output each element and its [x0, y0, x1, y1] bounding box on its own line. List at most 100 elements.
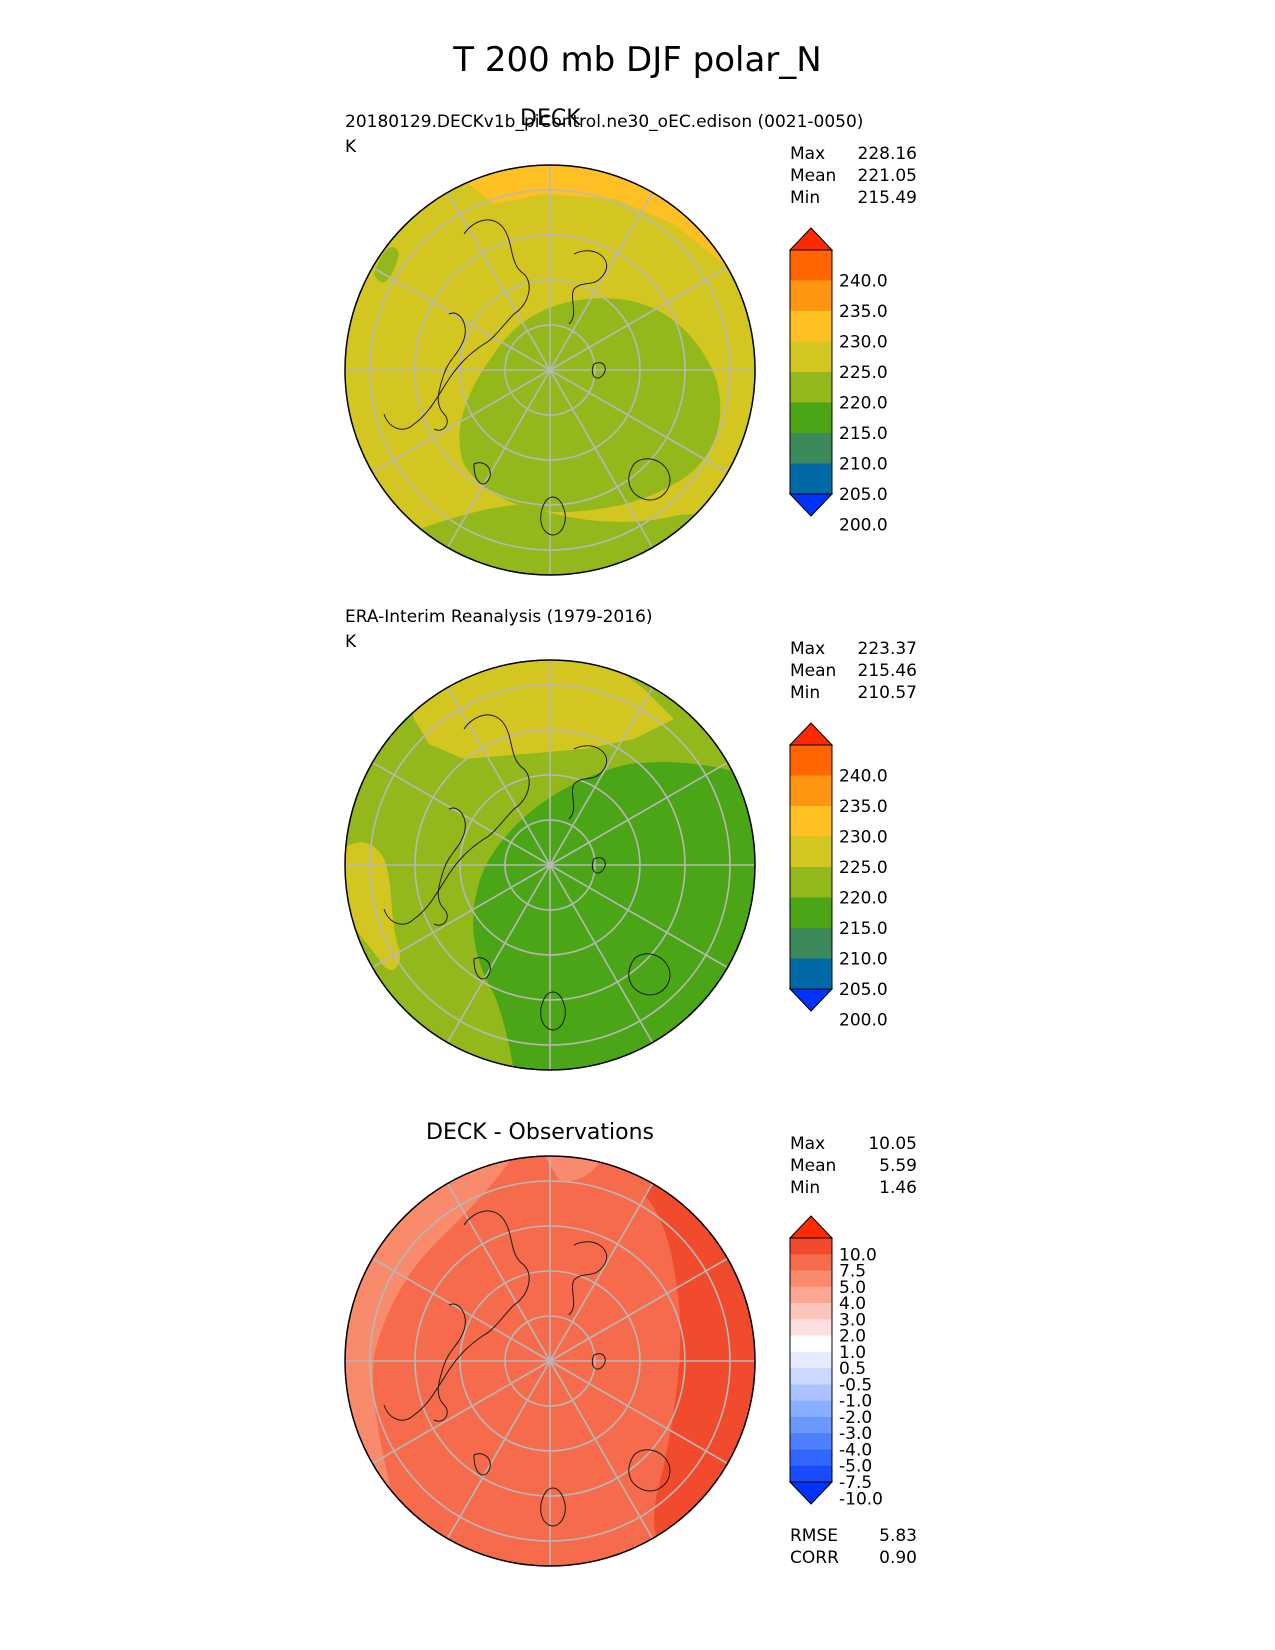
stat-min-value: 1.46	[879, 1178, 917, 1198]
colorbar-segment	[790, 1384, 832, 1402]
colorbar-segment	[790, 836, 832, 868]
colorbar-tick-label: 4.0	[839, 1294, 866, 1314]
stat-mean-value: 215.46	[857, 661, 917, 681]
colorbar-segment	[790, 928, 832, 959]
stat-max-value: 228.16	[857, 144, 917, 164]
colorbar-tick-label: -10.0	[839, 1489, 883, 1509]
colorbar-extend-max	[788, 227, 834, 251]
panel2-polar-map	[344, 659, 756, 1071]
colorbar-segment	[790, 1270, 832, 1288]
colorbar-tick-label: 220.0	[839, 889, 888, 909]
colorbar-segment	[790, 1286, 832, 1304]
field-215-220-west	[374, 246, 399, 283]
colorbar-segment	[790, 1319, 832, 1337]
colorbar-segment	[790, 1416, 832, 1434]
stat-mean-label: Mean	[790, 166, 837, 186]
colorbar-tick-label: 230.0	[839, 333, 888, 353]
field-210-215	[473, 762, 755, 1070]
panel3-title: DECK - Observations	[426, 1120, 654, 1145]
colorbar-tick-label: -1.0	[839, 1392, 872, 1412]
colorbar-tick-label: 200.0	[839, 516, 888, 536]
map-boundary	[344, 164, 756, 576]
colorbar-tick-label: -2.0	[839, 1408, 872, 1428]
colorbar-tick-label: 215.0	[839, 424, 888, 444]
colorbar-segment	[790, 1254, 832, 1272]
field-3-4-west	[345, 1156, 514, 1566]
corr-value: 0.90	[879, 1548, 917, 1568]
colorbar-tick-label: 240.0	[839, 272, 888, 292]
colorbar-segment	[790, 867, 832, 898]
stat-max-label: Max	[790, 639, 826, 659]
coastlines	[383, 219, 671, 536]
colorbar-tick-label: 240.0	[839, 767, 888, 787]
colorbar-tick-label: 225.0	[839, 858, 888, 878]
colorbar-segment	[790, 1433, 832, 1450]
colorbar-tick-label: 3.0	[839, 1310, 866, 1330]
stat-min-label: Min	[790, 1178, 821, 1198]
panel2-units: K	[345, 632, 357, 652]
coastlines	[383, 714, 671, 1031]
colorbar-outline	[789, 744, 833, 990]
colorbar-segment	[790, 745, 832, 776]
colorbar-segment	[790, 280, 832, 312]
colorbar-tick-label: 225.0	[839, 363, 888, 383]
field-215-220	[459, 298, 721, 513]
panel2-colorbar: 240.0 235.0 230.0 225.0 220.0 215.0 210.0 205.0…	[788, 722, 888, 1031]
colorbar-extend-max	[788, 1215, 834, 1239]
panel3-polar-map	[344, 1155, 756, 1567]
colorbar-segment	[790, 250, 832, 281]
stat-min-label: Min	[790, 683, 821, 703]
panel1-polar-map	[344, 164, 756, 576]
panel1-stats: Max 228.16 Mean 221.05 Min 215.49	[790, 143, 917, 209]
map-boundary	[344, 659, 756, 1071]
stat-mean-value: 221.05	[857, 166, 917, 186]
colorbar-tick-label: 200.0	[839, 1011, 888, 1031]
stat-max-label: Max	[790, 1134, 826, 1154]
panel1-subtitle: 20180129.DECKv1b_piControl.ne30_oEC.edis…	[345, 112, 864, 132]
colorbar-segment	[790, 1351, 832, 1369]
colorbar-tick-label: 220.0	[839, 394, 888, 414]
colorbar-segment	[790, 775, 832, 807]
colorbar-segment	[790, 1449, 832, 1467]
colorbar-tick-label: -3.0	[839, 1424, 872, 1444]
colorbar-extend-min	[788, 493, 834, 517]
colorbar-tick-label: 210.0	[839, 455, 888, 475]
field-220-225-north	[404, 660, 674, 759]
colorbar-tick-label: 1.0	[839, 1343, 866, 1363]
stat-max-label: Max	[790, 144, 826, 164]
colorbar-segment	[790, 1335, 832, 1353]
rmse-label: RMSE	[790, 1526, 839, 1546]
colorbar-segment	[790, 311, 832, 342]
colorbar-extend-min	[788, 988, 834, 1012]
panel3-stats: Max 10.05 Mean 5.59 Min 1.46	[790, 1133, 917, 1199]
colorbar-segment	[790, 463, 832, 495]
colorbar-tick-label: -7.5	[839, 1473, 872, 1493]
colorbar-tick-label: 2.0	[839, 1327, 866, 1347]
field-3-4-north	[544, 1156, 604, 1182]
panel2-subtitle: ERA-Interim Reanalysis (1979-2016)	[345, 607, 653, 627]
stat-max-value: 10.05	[868, 1134, 917, 1154]
stat-mean-label: Mean	[790, 661, 837, 681]
stat-min-label: Min	[790, 188, 821, 208]
lat-lon-grid	[345, 165, 755, 575]
lat-lon-grid	[345, 660, 755, 1070]
colorbar-extend-max	[788, 722, 834, 746]
colorbar-outline	[789, 249, 833, 495]
colorbar-tick-label: 10.0	[839, 1245, 877, 1265]
colorbar-tick-label: 0.5	[839, 1359, 866, 1379]
colorbar-tick-label: 230.0	[839, 828, 888, 848]
map-boundary	[344, 1155, 756, 1567]
colorbar-tick-label: 210.0	[839, 950, 888, 970]
colorbar-tick-label: -0.5	[839, 1375, 872, 1395]
colorbar-segment	[790, 897, 832, 929]
coastlines	[383, 1210, 671, 1527]
colorbar-segment	[790, 402, 832, 434]
colorbar-segment	[790, 806, 832, 837]
panel3-colorbar: 10.07.55.04.03.02.01.00.5-0.5-1.0-2.0-3.…	[788, 1215, 883, 1509]
colorbar-segment	[790, 958, 832, 990]
colorbar-extend-min	[788, 1481, 834, 1505]
lat-lon-grid	[345, 1156, 755, 1566]
panel1-title: DECK	[520, 106, 581, 131]
panel2-stats: Max 223.37 Mean 215.46 Min 210.57	[790, 638, 917, 704]
colorbar-tick-label: 5.0	[839, 1278, 866, 1298]
